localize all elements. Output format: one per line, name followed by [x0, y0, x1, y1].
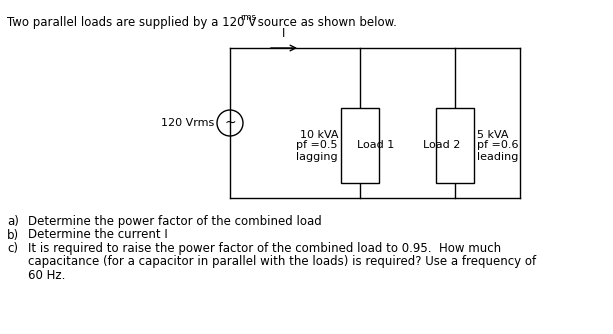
- Text: source as shown below.: source as shown below.: [254, 16, 397, 29]
- Text: pf =0.6: pf =0.6: [477, 141, 519, 151]
- Text: 60 Hz.: 60 Hz.: [28, 269, 66, 282]
- Text: Determine the current I: Determine the current I: [28, 228, 168, 241]
- Text: a): a): [7, 215, 19, 228]
- Text: rms: rms: [240, 13, 256, 22]
- Text: Load 2: Load 2: [423, 141, 460, 151]
- Text: Determine the power factor of the combined load: Determine the power factor of the combin…: [28, 215, 322, 228]
- Text: 10 kVA: 10 kVA: [300, 130, 338, 140]
- Text: I: I: [283, 27, 286, 40]
- Text: It is required to raise the power factor of the combined load to 0.95.  How much: It is required to raise the power factor…: [28, 242, 501, 255]
- Text: Two parallel loads are supplied by a 120 V: Two parallel loads are supplied by a 120…: [7, 16, 256, 29]
- Bar: [341, 108, 379, 183]
- Text: capacitance (for a capacitor in parallel with the loads) is required? Use a freq: capacitance (for a capacitor in parallel…: [28, 256, 536, 269]
- Text: c): c): [7, 242, 18, 255]
- Text: leading: leading: [477, 152, 519, 162]
- Text: b): b): [7, 228, 19, 241]
- Text: 120 Vrms: 120 Vrms: [161, 118, 214, 128]
- Text: ~: ~: [224, 116, 236, 130]
- Text: pf =0.5: pf =0.5: [297, 141, 338, 151]
- Text: 5 kVA: 5 kVA: [477, 130, 509, 140]
- Text: lagging: lagging: [296, 152, 338, 162]
- Bar: [436, 108, 474, 183]
- Text: Load 1: Load 1: [357, 141, 394, 151]
